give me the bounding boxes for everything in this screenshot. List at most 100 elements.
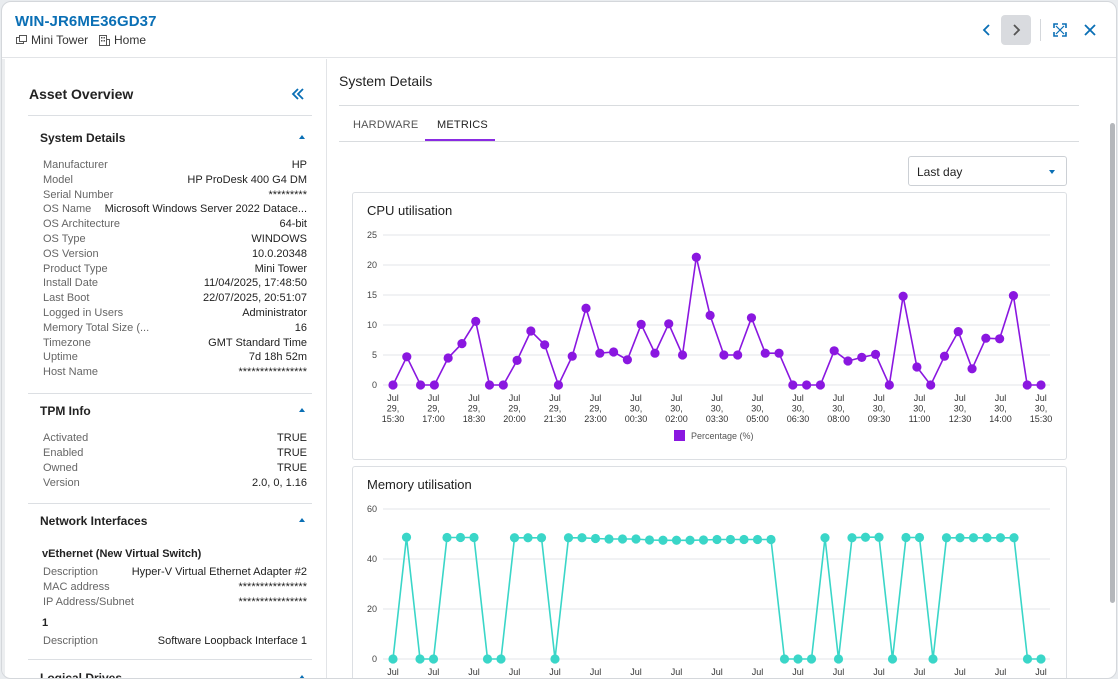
system-details-title: System Details — [339, 73, 433, 89]
y-tick-label: 40 — [367, 554, 377, 564]
asset-overview-title: Asset Overview — [29, 86, 134, 102]
data-point — [995, 533, 1006, 543]
data-point — [429, 380, 439, 390]
memory-utilisation-chart: 0 20 40 60 Jul Jul Jul Jul Jul Jul Jul Jul Jul Jul Jul… — [367, 504, 1050, 677]
collapse-logical-drives-icon[interactable] — [299, 675, 305, 678]
divider — [28, 115, 312, 116]
x-tick-label: Jul 29, 21:30 — [544, 393, 567, 424]
x-tick-label: Jul 30, 06:30 — [787, 393, 810, 424]
left-edge — [2, 59, 5, 678]
detail-label: Description — [43, 635, 99, 647]
detail-label: Product Type — [43, 262, 108, 275]
x-tick-label: Jul 30, 05:00 — [746, 393, 769, 424]
data-point — [887, 654, 898, 664]
detail-row: Enabled TRUE — [43, 446, 307, 461]
collapse-tpm-info-icon[interactable] — [299, 408, 305, 412]
network-interfaces-section-title: Network Interfaces — [40, 514, 148, 528]
data-point — [1022, 654, 1033, 664]
location-label: Home — [114, 33, 147, 47]
expand-button[interactable] — [1045, 15, 1075, 45]
close-button[interactable] — [1075, 15, 1105, 45]
data-point — [967, 364, 977, 374]
detail-value: Mini Tower — [254, 262, 307, 275]
form-factor-label: Mini Tower — [31, 33, 89, 47]
data-point — [928, 654, 938, 664]
data-point — [526, 326, 536, 336]
data-point — [739, 534, 749, 545]
header-separator — [1040, 19, 1041, 41]
data-point — [415, 654, 425, 664]
x-tick-label: Jul 30, 11:00 — [909, 393, 931, 424]
y-tick-label: 0 — [372, 654, 377, 664]
data-point — [540, 340, 550, 350]
data-point — [636, 319, 646, 329]
data-point — [553, 380, 564, 390]
data-point — [498, 380, 508, 390]
data-point — [471, 316, 481, 326]
detail-row: OS Version 10.0.20348 — [43, 247, 307, 262]
data-point — [982, 533, 992, 543]
asset-title: WIN-JR6ME36GD37 — [15, 13, 157, 30]
x-tick-label: Jul 29, 17:00 — [422, 393, 445, 424]
location: Home — [99, 33, 146, 47]
detail-value: **************** — [238, 596, 308, 608]
next-button[interactable] — [1001, 15, 1031, 45]
expand-icon — [1053, 23, 1067, 37]
data-point — [793, 654, 803, 664]
collapse-panel-button[interactable] — [289, 85, 307, 103]
detail-label: Serial Number — [43, 188, 114, 201]
data-point — [442, 532, 452, 543]
data-point — [691, 252, 701, 262]
x-tick-label: Jul — [428, 667, 440, 677]
cpu-chart-card: 0 5 10 15 20 25 Jul 29, 15:30 Jul 29, 17:00 Jul 29, 18… — [352, 192, 1067, 460]
data-point — [833, 654, 844, 664]
detail-row: IP Address/Subnet **************** — [43, 595, 307, 610]
series-line — [392, 536, 1041, 660]
detail-row: Last Boot 22/07/2025, 20:51:07 — [43, 291, 307, 306]
tab-hardware[interactable]: HARDWARE — [353, 119, 419, 131]
tpm-info-section-title: TPM Info — [40, 404, 91, 418]
detail-label: OS Version — [43, 247, 99, 260]
data-point — [733, 350, 743, 360]
data-point — [523, 533, 533, 543]
cpu-utilisation-chart: 0 5 10 15 20 25 Jul 29, 15:30 Jul 29, 17:00 Jul 29, 18… — [367, 230, 1052, 441]
x-tick-label: Jul 30, 00:30 — [625, 393, 648, 424]
data-point — [1036, 654, 1046, 664]
detail-row: Version 2.0, 0, 1.16 — [43, 476, 307, 491]
data-point — [941, 533, 952, 543]
data-point — [901, 532, 911, 543]
detail-value: Hyper-V Virtual Ethernet Adapter #2 — [131, 566, 307, 578]
x-tick-label: Jul — [509, 667, 521, 677]
detail-label: OS Type — [43, 233, 86, 245]
collapse-system-details-icon[interactable] — [299, 135, 305, 139]
previous-button[interactable] — [972, 15, 1002, 45]
detail-row: OS Type WINDOWS — [43, 232, 307, 247]
detail-value: 64-bit — [279, 218, 307, 231]
scrollbar[interactable] — [1107, 59, 1116, 678]
collapse-network-interfaces-icon[interactable] — [299, 518, 305, 522]
data-point — [622, 355, 632, 365]
x-tick-label: Jul 30, 14:00 — [989, 393, 1012, 424]
detail-value: TRUE — [277, 447, 307, 459]
divider — [28, 503, 312, 504]
detail-value: Software Loopback Interface 1 — [157, 635, 307, 647]
x-tick-label: Jul 30, 12:30 — [949, 393, 972, 424]
detail-value: Microsoft Windows Server 2022 Datace... — [104, 203, 307, 216]
caret-down-icon — [1049, 170, 1055, 174]
time-range-select[interactable]: Last day — [908, 156, 1067, 186]
active-tab-indicator — [425, 139, 495, 141]
memory-chart-card: 0 20 40 60 Jul Jul Jul Jul Jul Jul Jul Jul Jul Jul Jul… — [352, 466, 1067, 678]
detail-row: Owned TRUE — [43, 461, 307, 476]
scrollbar-thumb[interactable] — [1110, 123, 1115, 603]
data-point — [843, 356, 853, 366]
data-point — [806, 654, 817, 664]
data-point — [658, 535, 668, 545]
detail-row: Activated TRUE — [43, 431, 307, 446]
data-point — [752, 534, 763, 545]
detail-label: Owned — [43, 462, 78, 474]
data-point — [455, 532, 466, 543]
data-point — [671, 535, 682, 545]
cpu-chart-title: CPU utilisation — [367, 203, 453, 218]
tab-metrics[interactable]: METRICS — [437, 119, 488, 131]
data-point — [953, 327, 963, 337]
